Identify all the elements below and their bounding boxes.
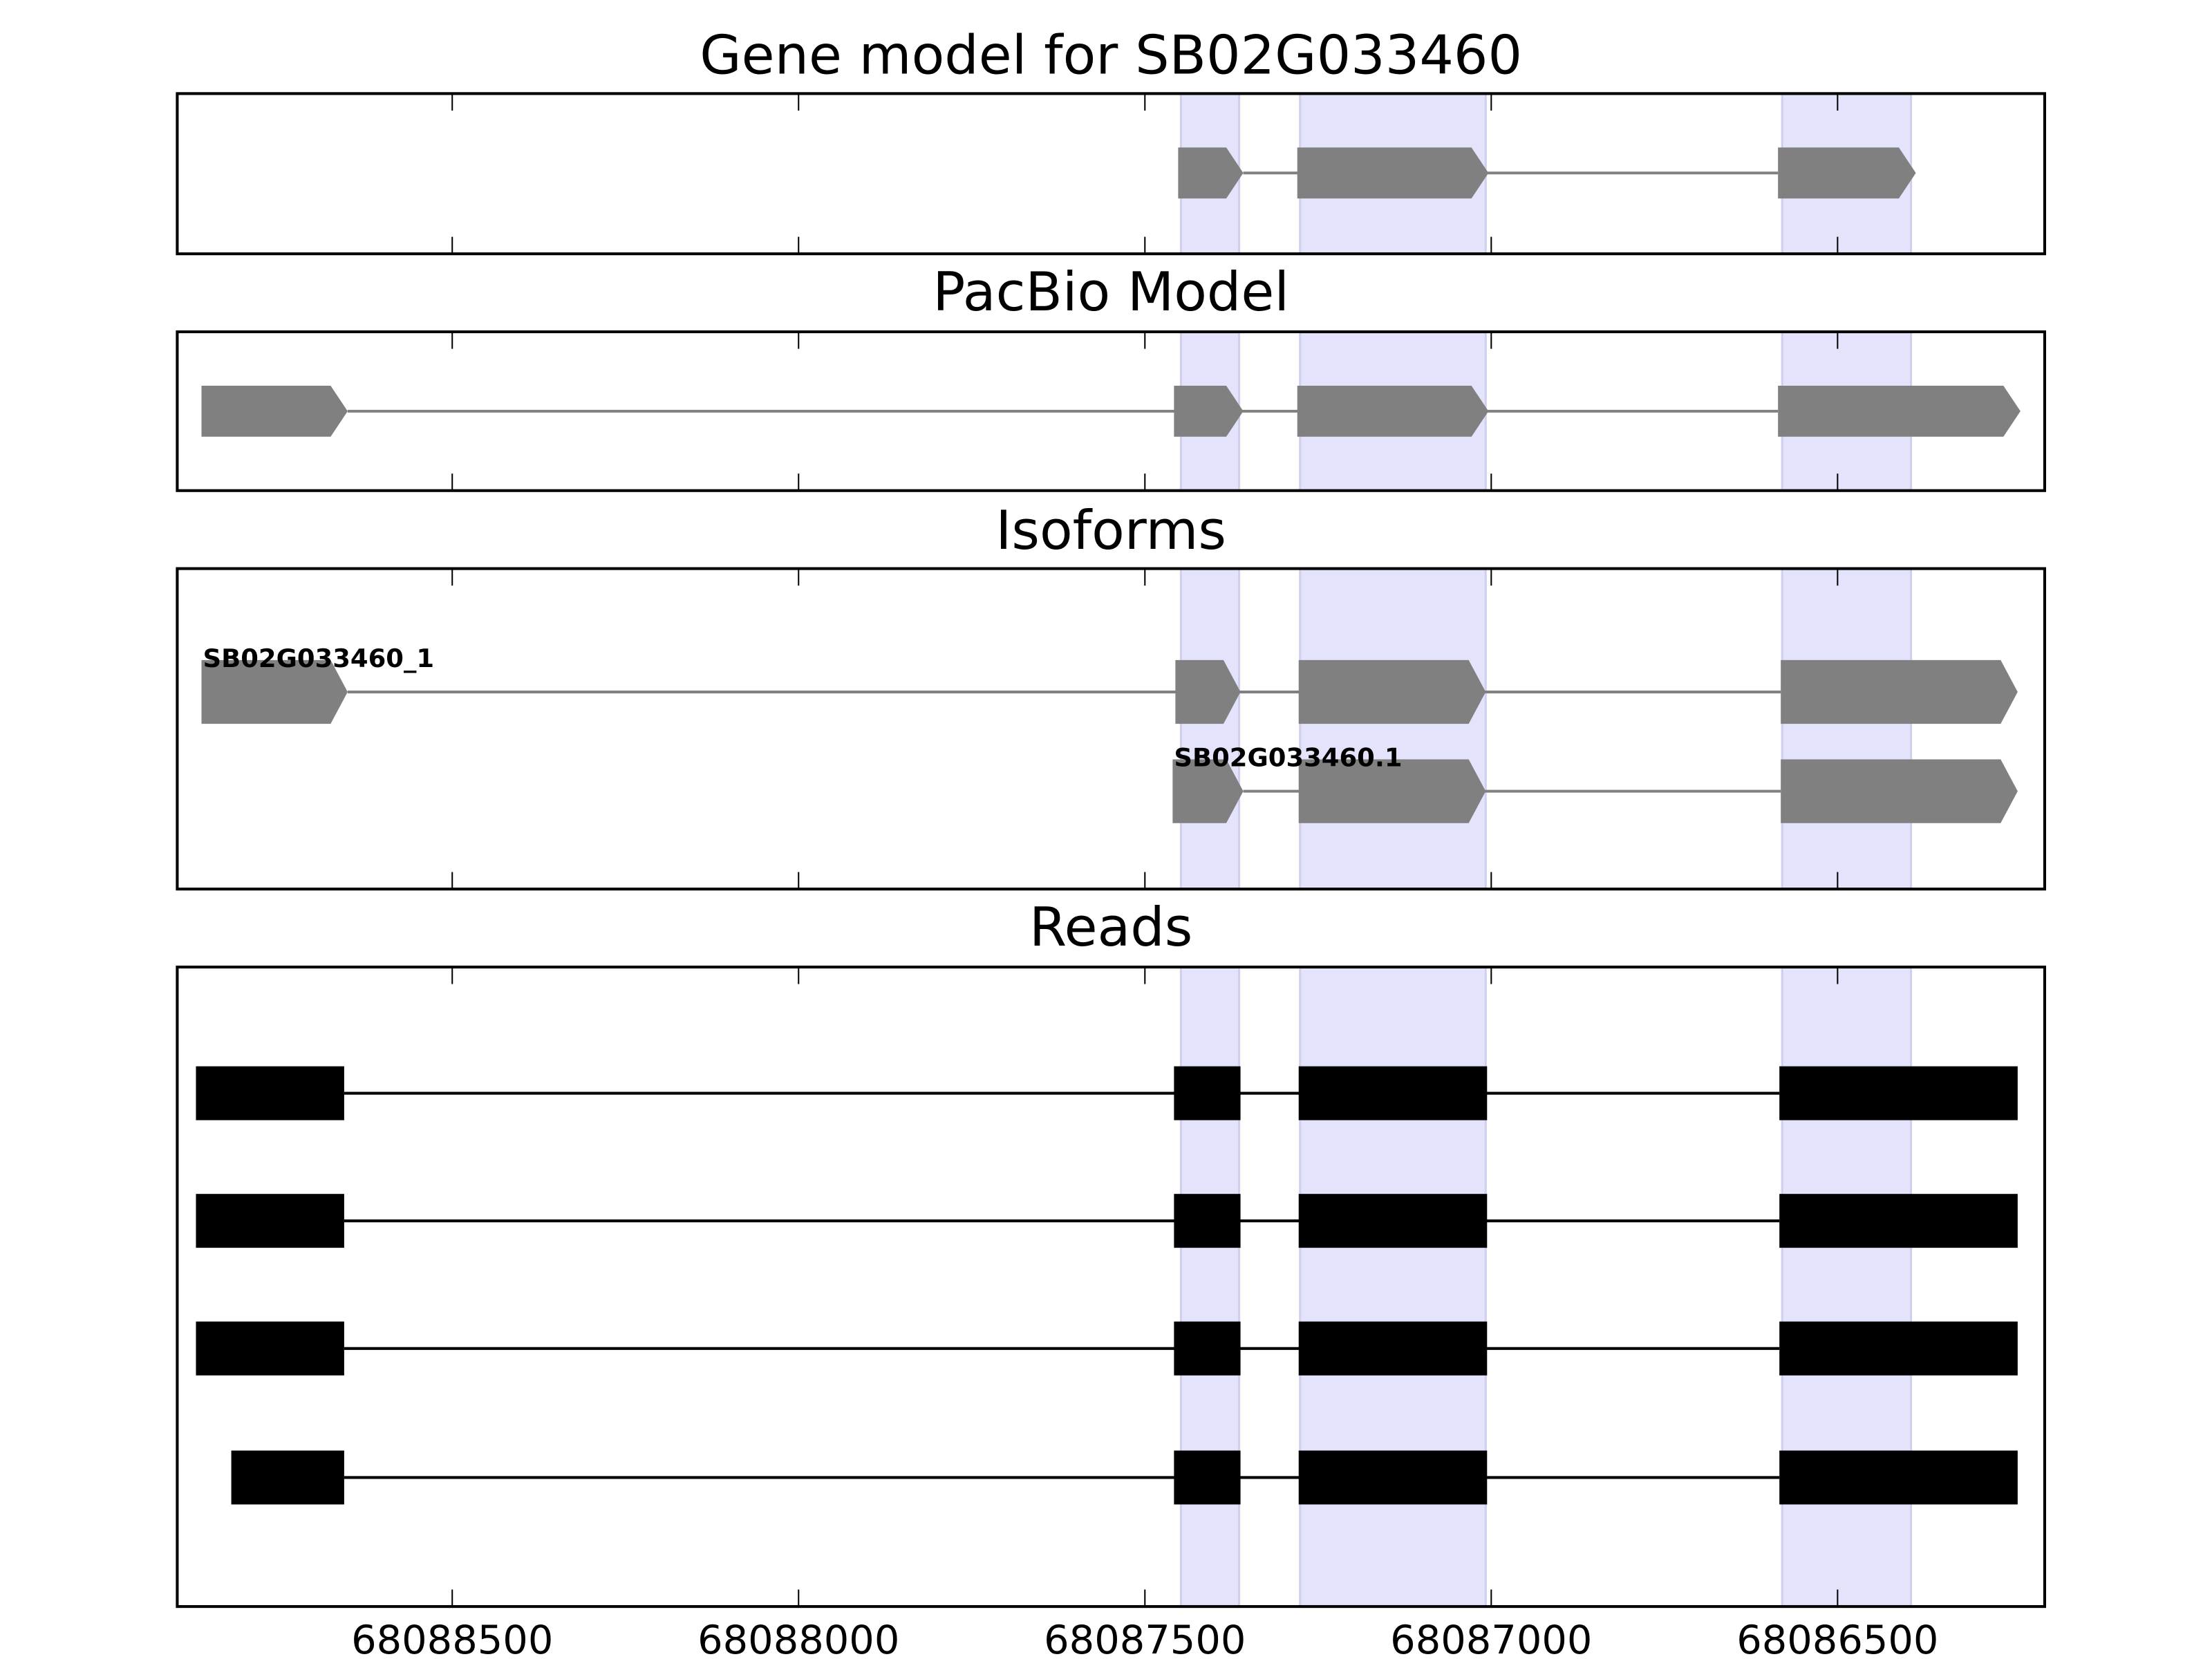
exon-arrow [1778, 147, 1916, 199]
exon-arrow [201, 385, 348, 437]
panel-frame [176, 965, 2046, 1609]
isoform-label: SB02G033460_1 [203, 644, 435, 673]
read-block [196, 1066, 344, 1121]
read-block [1174, 1321, 1241, 1376]
read-block [1779, 1066, 2018, 1121]
x-tick-label: 68087500 [1044, 1617, 1246, 1659]
panel-title: Isoforms [995, 500, 1226, 562]
exon-arrow [1298, 659, 1486, 724]
exon-arrow [1778, 385, 2021, 437]
panel-reads: Reads [176, 897, 2046, 1609]
panel-gene-model-for-sb02g033460: Gene model for SB02G033460 [176, 25, 2046, 256]
exon-arrow [201, 659, 348, 724]
exon-arrow [1781, 759, 2018, 823]
x-tick-label: 68088500 [351, 1617, 553, 1659]
exon-arrow [1172, 759, 1244, 823]
exon-arrow [1178, 147, 1244, 199]
x-tick-label: 68087000 [1390, 1617, 1592, 1659]
read-block [1779, 1321, 2018, 1376]
read-block [196, 1194, 344, 1248]
read-block [1174, 1450, 1241, 1505]
exon-arrow [1298, 759, 1486, 823]
exon-arrow [1174, 385, 1244, 437]
read-block [196, 1321, 344, 1376]
read-block [1298, 1194, 1488, 1248]
read-block [1779, 1194, 2018, 1248]
x-tick-label: 68086500 [1736, 1617, 1938, 1659]
panel-title: Reads [1029, 897, 1192, 959]
highlight-region [1299, 966, 1487, 1608]
panel-title: Gene model for SB02G033460 [700, 25, 1522, 87]
read-block [1298, 1066, 1488, 1121]
exon-arrow [1781, 659, 2018, 724]
exon-arrow [1175, 659, 1241, 724]
read-block [231, 1450, 344, 1505]
panel-frame [176, 567, 2046, 891]
highlight-region [1299, 568, 1487, 890]
highlight-region [1781, 568, 1913, 890]
x-tick-label: 68088000 [697, 1617, 899, 1659]
read-block [1298, 1450, 1488, 1505]
panel-pacbio-model: PacBio Model [176, 261, 2046, 492]
highlight-region [1781, 966, 1913, 1608]
panel-title: PacBio Model [932, 261, 1289, 324]
exon-arrow [1297, 147, 1489, 199]
isoform-label: SB02G033460.1 [1174, 743, 1402, 773]
read-block [1298, 1321, 1488, 1376]
read-block [1174, 1066, 1241, 1121]
read-block [1174, 1194, 1241, 1248]
highlight-region [1179, 568, 1241, 890]
panel-frame [176, 330, 2046, 492]
exon-arrow [1297, 385, 1489, 437]
read-block [1779, 1450, 2018, 1505]
highlight-region [1179, 966, 1241, 1608]
panel-frame [176, 92, 2046, 256]
panel-isoforms: SB02G033460_1 SB02G033460.1 Isoforms [176, 500, 2046, 891]
